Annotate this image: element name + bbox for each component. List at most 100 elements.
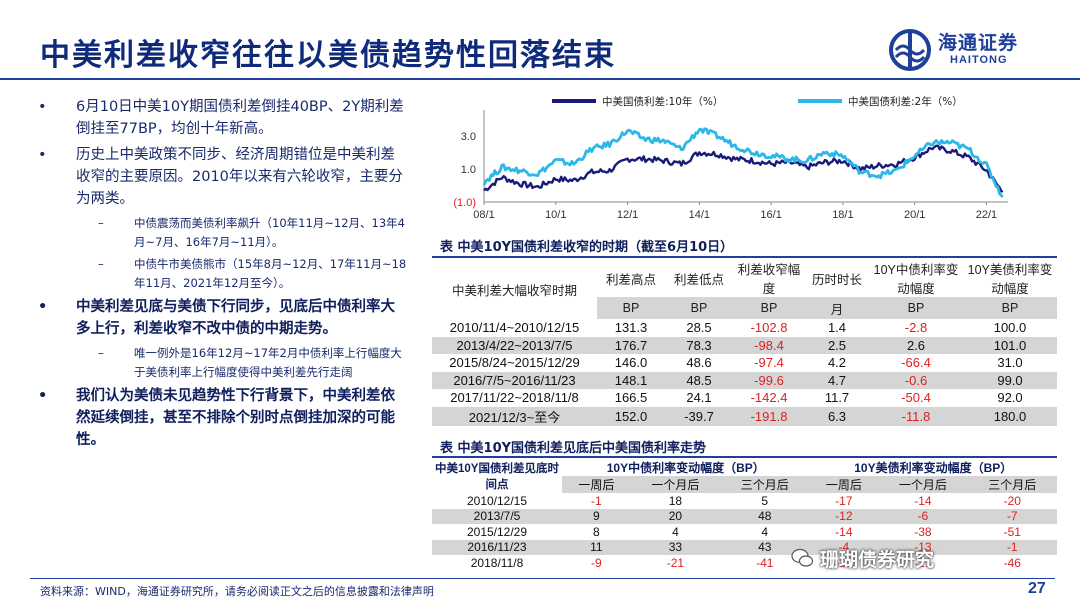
table-cell: 2013/7/5 <box>432 508 562 524</box>
table-unit: BP <box>597 297 665 319</box>
table-cell: -1 <box>562 493 631 509</box>
logo-text-en: HAITONG <box>950 54 1008 66</box>
table-cell: 146.0 <box>597 354 665 372</box>
y-tick-label: (1.0) <box>453 197 476 209</box>
table-cell: -51 <box>967 524 1057 540</box>
x-tick-label: 16/1 <box>760 209 781 221</box>
table-cell: -14 <box>878 493 968 509</box>
table-group-header: 10Y美债利率变动幅度（BP） <box>809 459 1057 476</box>
table-cell: -6 <box>878 508 968 524</box>
table-header: 利差高点 <box>597 259 665 297</box>
table-subheader: 三个月后 <box>720 476 810 493</box>
table-cell: 11.7 <box>805 389 869 407</box>
x-tick-label: 18/1 <box>832 209 853 221</box>
table-row: 2015/12/29 8 4 4 -14 -38 -51 <box>432 524 1057 540</box>
table-cell: -97.4 <box>733 354 805 372</box>
bullet-item: • 我们认为美债未见趋势性下行背景下，中美利差依然延续倒挂，甚至不排除个别时点倒挂… <box>38 388 395 448</box>
table-cell: -38 <box>878 524 968 540</box>
table-cell: 4 <box>630 524 721 540</box>
table-cell: 43 <box>720 539 810 555</box>
table-cell: -11.8 <box>869 406 963 426</box>
company-logo: 海通证券 HAITONG <box>888 28 1038 72</box>
wechat-icon <box>791 548 814 567</box>
table-cell: 180.0 <box>963 406 1057 426</box>
y-tick-label: 1.0 <box>461 164 476 176</box>
bullet-text: 我们认为美债未见趋势性下行背景下，中美利差依然延续倒挂，甚至不排除个别时点倒挂加… <box>76 388 395 448</box>
table-cell: 101.0 <box>963 336 1057 354</box>
table-cell: 1.4 <box>805 319 869 337</box>
table-cell: -13 <box>809 555 879 571</box>
table-row: 2013/4/22~2013/7/5 176.7 78.3 -98.4 2.5 2.6 10… <box>432 336 1057 354</box>
table-cell: -102.8 <box>733 319 805 337</box>
x-tick-label: 20/1 <box>904 209 925 221</box>
table-cell: 2017/11/22~2018/11/8 <box>432 389 597 407</box>
table-cell: -14 <box>809 524 879 540</box>
table-cell: -39.7 <box>665 406 733 426</box>
table-row: 2017/11/22~2018/11/8 166.5 24.1 -142.4 11.7-… <box>432 389 1057 407</box>
table-cell: -41 <box>720 555 810 571</box>
spread-line-chart: 3.0 1.0 (1.0)08/1 10/1 12/1 14/1 16/1 18/1 20/1 2… <box>453 95 1008 221</box>
sub-bullet-text: 中债震荡而美债利率飙升（10年11月~12月、13年4月~7月、16年7月~11… <box>134 216 405 249</box>
bullet-text: 中美利差见底与美债下行同步，见底后中债利率大多上行，利差收窄不改中债的中期走势。 <box>76 299 395 337</box>
x-tick-label: 14/1 <box>689 209 710 221</box>
table-row: 2010/11/4~2010/12/15 131.3 28.5 -102.8 1.4 -2… <box>432 319 1057 337</box>
logo-text-cn: 海通证券 <box>938 32 1019 54</box>
table-unit: BP <box>869 297 963 319</box>
table-row: 2015/8/24~2015/12/29 146.0 48.6 -97.4 4.2 -66… <box>432 354 1057 372</box>
table-cell: 2.6 <box>869 336 963 354</box>
table-header: 历时时长 <box>805 259 869 297</box>
table-cell: 48.6 <box>665 354 733 372</box>
table-cell: 92.0 <box>963 389 1057 407</box>
narrowing-periods-table: 中美利差大幅收窄时期 利差高点 利差低点 利差收窄幅度 历时时长 10Y中债利率… <box>432 259 1057 426</box>
table-cell: -2.8 <box>869 319 963 337</box>
table-cell: 2015/8/24~2015/12/29 <box>432 354 597 372</box>
table-cell: -46 <box>967 555 1057 571</box>
table-cell: 8 <box>562 524 631 540</box>
footer-divider <box>30 578 1055 579</box>
table-cell: 131.3 <box>597 319 665 337</box>
table-subheader: 一周后 <box>809 476 879 493</box>
table-cell: 20 <box>630 508 721 524</box>
table-cell: 18 <box>630 493 721 509</box>
sub-bullet-item: – 中债震荡而美债利率飙升（10年11月~12月、13年4月~7月、16年7月~1… <box>98 216 405 249</box>
page-number: 27 <box>1028 580 1046 597</box>
table-unit: BP <box>733 297 805 319</box>
table-cell: 99.0 <box>963 371 1057 389</box>
table2-top-rule <box>432 456 1057 458</box>
table-cell: 176.7 <box>597 336 665 354</box>
bullet-list: • 6月10日中美10Y期国债利差倒挂40BP、2Y期利差倒挂至77BP，均创十年… <box>36 96 408 455</box>
table-cell: 31.0 <box>963 354 1057 372</box>
table-cell: -98.4 <box>733 336 805 354</box>
table-unit: BP <box>665 297 733 319</box>
table-group-header: 10Y中债利率变动幅度（BP） <box>562 459 810 476</box>
table-cell: 100.0 <box>963 319 1057 337</box>
footer-source: 资料来源：WIND，海通证券研究所，请务必阅读正文之后的信息披露和法律声明 <box>40 585 434 598</box>
series-line-2y <box>482 127 1004 198</box>
table-row: 2016/7/5~2016/11/23 148.1 48.5 -99.6 4.7 -0.6… <box>432 371 1057 389</box>
table1-title: 表 中美10Y国债利差收窄的时期（截至6月10日） <box>440 240 734 255</box>
table-row: 2013/7/5 9 20 48 -12 -6 -7 <box>432 508 1057 524</box>
table-cell: 11 <box>562 539 631 555</box>
table-cell: 152.0 <box>597 406 665 426</box>
sub-bullet-item: – 中债牛市美债熊市（15年8月~12月、17年11月~18年11月、2021年1… <box>98 257 407 290</box>
table-cell: 48.5 <box>665 371 733 389</box>
table-cell: -1 <box>967 539 1057 555</box>
table-cell: 4.2 <box>805 354 869 372</box>
bullet-item: • 中美利差见底与美债下行同步，见底后中债利率大多上行，利差收窄不改中债的中期走势… <box>38 299 395 337</box>
table-cell: 33 <box>630 539 721 555</box>
table-cell: -21 <box>878 555 968 571</box>
haitong-logo-icon <box>889 29 931 71</box>
bullet-text: 6月10日中美10Y期国债利差倒挂40BP、2Y期利差倒挂至77BP，均创十年新… <box>76 99 404 137</box>
table-cell: 2010/11/4~2010/12/15 <box>432 319 597 337</box>
table-row: 2018/11/8 -9 -21 -41 -13 -21 -46 <box>432 555 1057 571</box>
table-cell: -12 <box>809 508 879 524</box>
table-cell: 2010/12/15 <box>432 493 562 509</box>
table-cell: -21 <box>630 555 721 571</box>
legend-label: 中美国债利差:10年（%） <box>602 95 723 108</box>
table-header: 利差收窄幅度 <box>733 259 805 297</box>
table-cell: 2021/12/3~至今 <box>432 406 597 426</box>
bullet-text: 历史上中美政策不同步、经济周期错位是中美利差收窄的主要原因。2010年以来有六轮… <box>76 147 403 207</box>
table-subheader: 一周后 <box>562 476 631 493</box>
table-cell: 6.3 <box>805 406 869 426</box>
bullet-item: • 6月10日中美10Y期国债利差倒挂40BP、2Y期利差倒挂至77BP，均创十年… <box>38 99 404 137</box>
